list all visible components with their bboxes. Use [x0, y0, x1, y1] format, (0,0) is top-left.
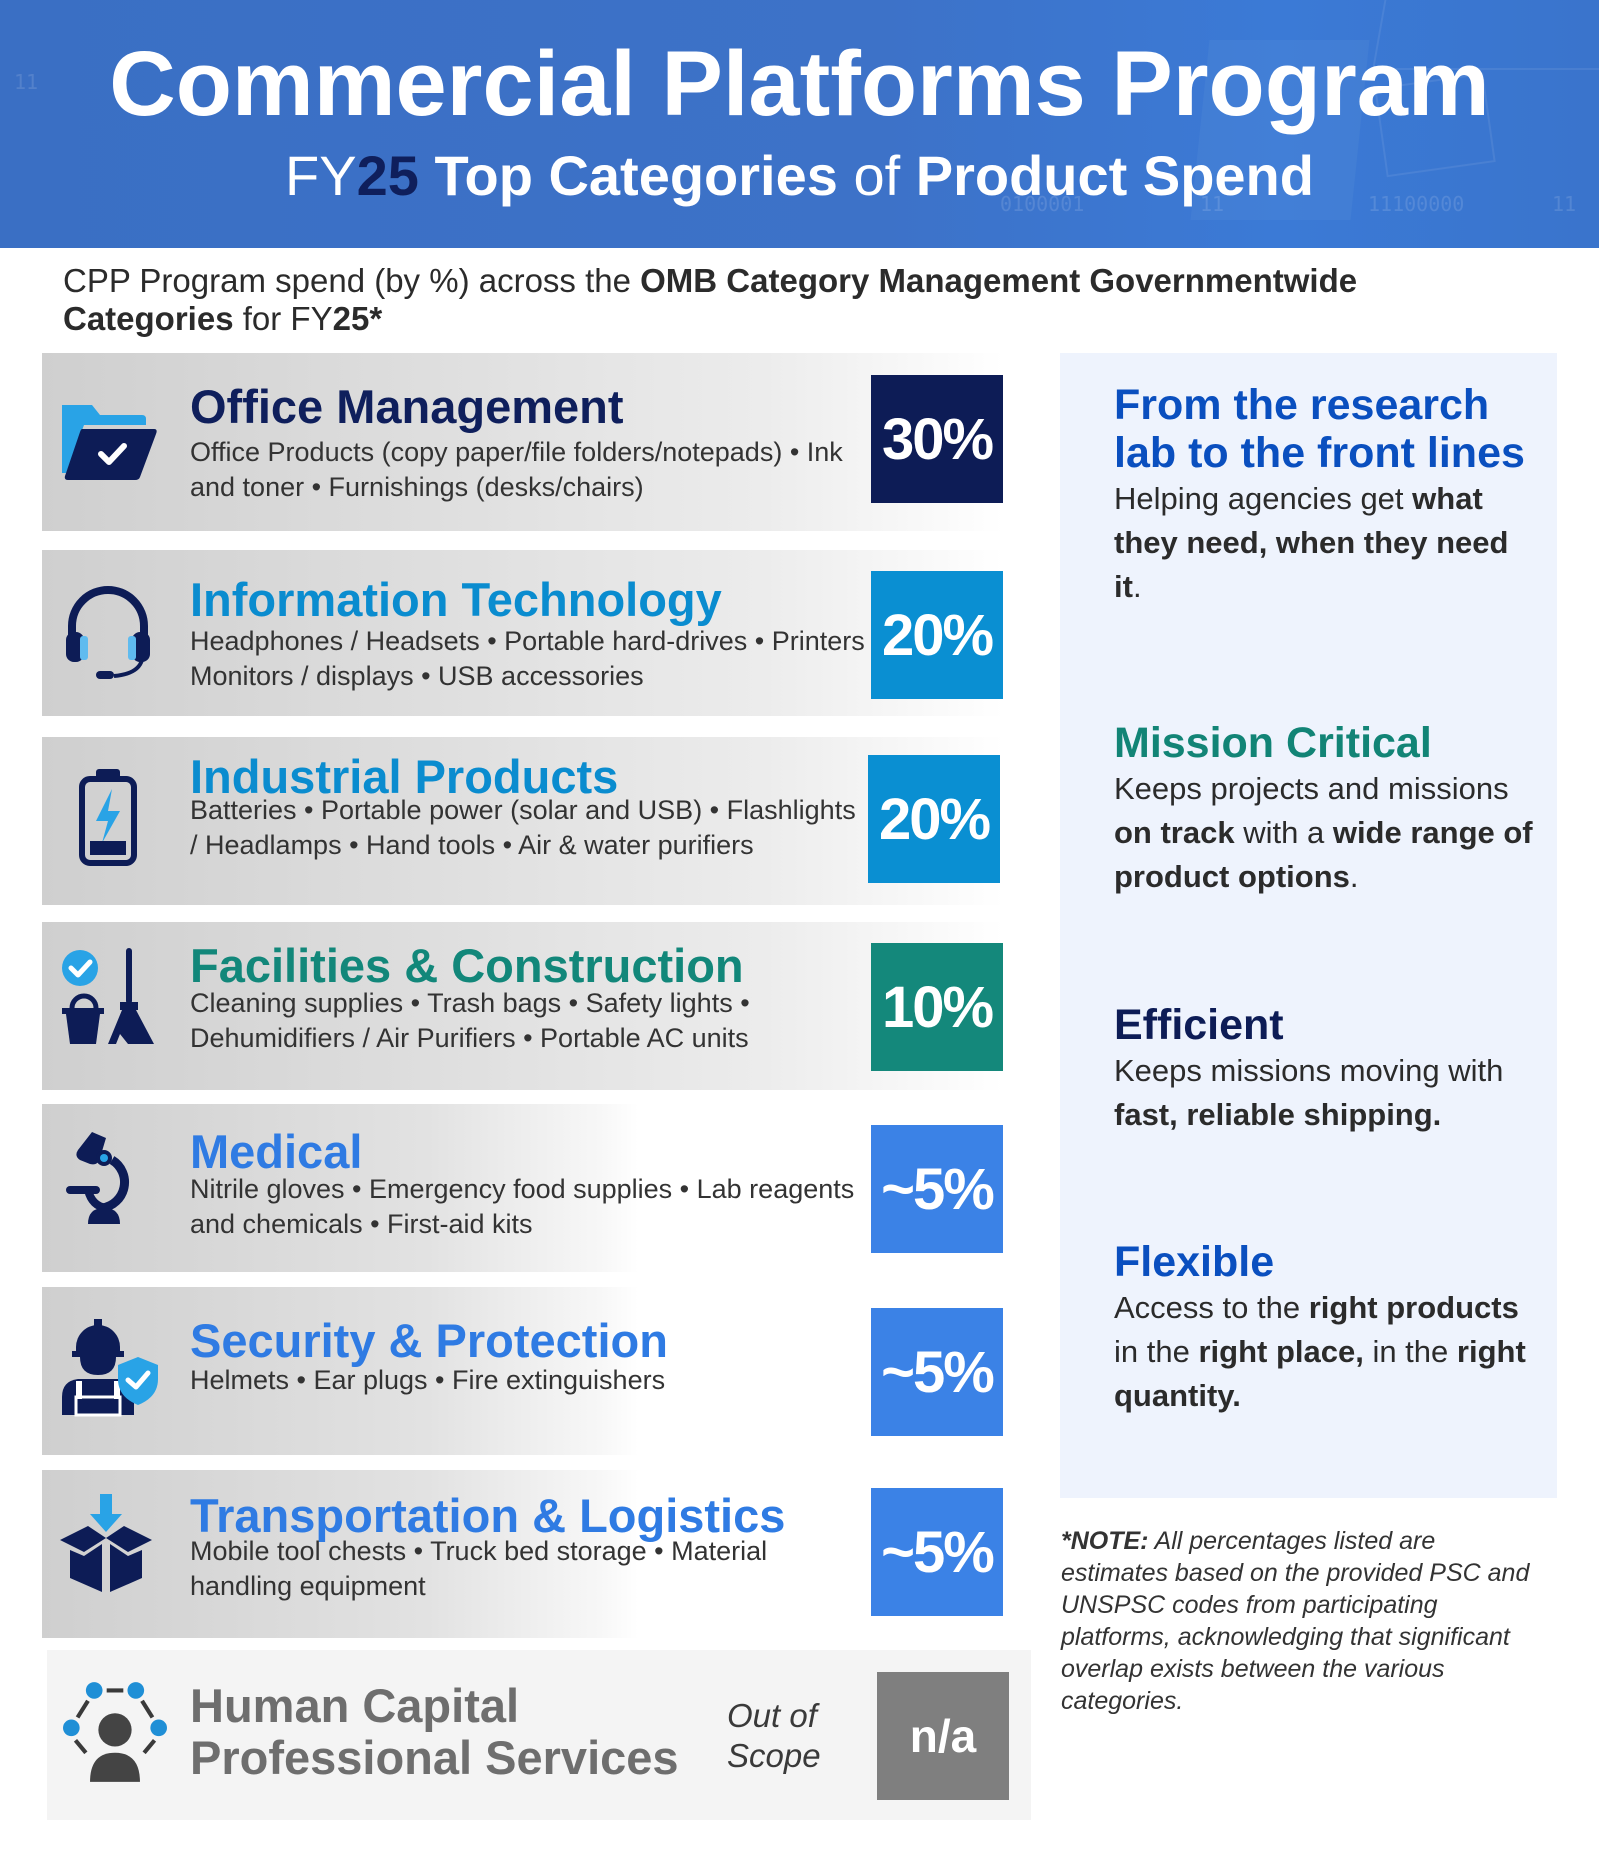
- percent-badge: ~5%: [871, 1488, 1003, 1616]
- benefit-text: in the: [1363, 1334, 1457, 1369]
- benefit-body: Access to the right products in the righ…: [1114, 1286, 1544, 1418]
- people-network-icon: [63, 1680, 167, 1784]
- benefit-emphasis: on track: [1114, 815, 1235, 850]
- header-banner: 11 0100001 11 11100000 11 Commercial Pla…: [0, 0, 1599, 248]
- benefit-body: Helping agencies get what they need, whe…: [1114, 477, 1544, 609]
- benefit-emphasis: what they need, when they need it: [1114, 481, 1509, 604]
- percent-badge: 20%: [868, 755, 1000, 883]
- benefit-block: Flexible Access to the right products in…: [1114, 1238, 1544, 1418]
- category-row-information-technology: Information Technology Headphones / Head…: [42, 550, 1004, 716]
- footnote: *NOTE: All percentages listed are estima…: [1061, 1525, 1531, 1717]
- category-description: Batteries • Portable power (solar and US…: [190, 795, 856, 860]
- benefit-text: Helping agencies get: [1114, 481, 1413, 516]
- intro-bold: OMB Category Management Governmentwide C…: [63, 262, 1358, 337]
- page-subtitle: FY25 Top Categories of Product Spend: [0, 148, 1599, 204]
- percent-badge: ~5%: [871, 1308, 1003, 1436]
- category-title: Medical: [190, 1125, 363, 1178]
- footnote-label: *NOTE:: [1061, 1527, 1149, 1555]
- intro-text: CPP Program spend (by %) across the OMB …: [63, 262, 1523, 338]
- benefit-body: Keeps missions moving with fast, reliabl…: [1114, 1049, 1544, 1137]
- box-download-icon: [58, 1494, 158, 1594]
- benefit-heading: Mission Critical: [1114, 719, 1432, 767]
- banner-binary-text: 11: [1200, 192, 1225, 216]
- hc-title-line: Professional Services: [190, 1731, 679, 1784]
- category-description: Headphones / Headsets • Portable hard-dr…: [190, 626, 865, 691]
- banner-binary-text: 11: [1552, 192, 1577, 216]
- benefit-heading: Efficient: [1114, 1001, 1284, 1049]
- category-description: Nitrile gloves • Emergency food supplies…: [190, 1174, 855, 1239]
- battery-icon: [58, 767, 158, 867]
- intro-plain: for FY: [233, 300, 333, 337]
- category-description: Cleaning supplies • Trash bags • Safety …: [190, 988, 750, 1053]
- subtitle-part1: Top Categories: [418, 144, 854, 207]
- category-description: Helmets • Ear plugs • Fire extinguishers: [190, 1365, 666, 1395]
- footnote-text: All percentages listed are estimates bas…: [1061, 1527, 1530, 1715]
- banner-binary-text: 11: [14, 70, 39, 94]
- benefit-emphasis: fast, reliable shipping.: [1114, 1097, 1442, 1132]
- category-title: Industrial Products: [190, 750, 619, 803]
- out-of-scope-label: Out of Scope: [727, 1696, 821, 1776]
- microscope-icon: [58, 1128, 158, 1228]
- intro-plain: CPP Program spend (by %) across the: [63, 262, 641, 299]
- benefit-heading: Flexible: [1114, 1238, 1275, 1286]
- subtitle-fy: FY: [285, 144, 357, 207]
- benefit-block: Mission Critical Keeps projects and miss…: [1114, 719, 1544, 899]
- category-title: Human Capital Professional Services: [190, 1680, 679, 1784]
- benefit-block: Efficient Keeps missions moving with fas…: [1114, 1001, 1544, 1137]
- category-row-office-management: Office Management Office Products (copy …: [42, 353, 1004, 531]
- benefit-text: .: [1349, 859, 1359, 894]
- benefit-text: in the: [1114, 1334, 1199, 1369]
- category-row-security-protection: Security & Protection Helmets • Ear plug…: [42, 1287, 1004, 1455]
- headset-icon: [58, 580, 158, 680]
- intro-bold: 25: [332, 300, 370, 337]
- category-row-facilities-construction: Facilities & Construction Cleaning suppl…: [42, 922, 1004, 1090]
- category-row-industrial-products: Industrial Products Batteries • Portable…: [42, 737, 1004, 905]
- intro-asterisk: *: [369, 300, 383, 337]
- benefit-emphasis: right products: [1308, 1290, 1519, 1325]
- category-description: Office Products (copy paper/file folders…: [190, 437, 843, 502]
- benefit-text: .: [1132, 569, 1142, 604]
- cleaning-supplies-icon: [58, 946, 158, 1046]
- subtitle-of: of: [853, 144, 901, 207]
- banner-binary-text: 11100000: [1368, 192, 1465, 216]
- benefit-text: Access to the: [1114, 1290, 1309, 1325]
- benefit-text: Keeps projects and missions: [1114, 771, 1509, 806]
- benefit-heading: From the research lab to the front lines: [1114, 381, 1525, 477]
- benefit-text: with a: [1234, 815, 1333, 850]
- worker-shield-icon: [58, 1317, 158, 1417]
- percent-badge: 10%: [871, 943, 1003, 1071]
- scope-line: Out of: [727, 1697, 817, 1734]
- benefit-emphasis: right place,: [1198, 1334, 1364, 1369]
- category-title: Facilities & Construction: [190, 939, 744, 992]
- category-row-medical: Medical Nitrile gloves • Emergency food …: [42, 1104, 1004, 1272]
- percent-badge: 20%: [871, 571, 1003, 699]
- percent-badge: ~5%: [871, 1125, 1003, 1253]
- banner-binary-text: 0100001: [1000, 192, 1085, 216]
- benefit-body: Keeps projects and missions on track wit…: [1114, 767, 1544, 899]
- category-row-transportation-logistics: Transportation & Logistics Mobile tool c…: [42, 1470, 1004, 1638]
- subtitle-part2: Product Spend: [900, 144, 1314, 207]
- na-badge: n/a: [877, 1672, 1009, 1800]
- category-description: Mobile tool chests • Truck bed storage •…: [190, 1536, 768, 1601]
- category-row-human-capital: Human Capital Professional Services Out …: [47, 1650, 1031, 1820]
- benefit-block: From the research lab to the front lines…: [1114, 381, 1544, 609]
- scope-line: Scope: [727, 1737, 821, 1774]
- benefits-panel: From the research lab to the front lines…: [1060, 353, 1557, 1498]
- category-title: Information Technology: [190, 573, 722, 626]
- benefit-text: Keeps missions moving with: [1114, 1053, 1504, 1088]
- percent-badge: 30%: [871, 375, 1003, 503]
- category-title: Security & Protection: [190, 1314, 668, 1367]
- benefit-emphasis: right quantity.: [1114, 1334, 1526, 1413]
- page-title: Commercial Platforms Program: [109, 33, 1490, 135]
- benefit-emphasis: wide range of product options: [1114, 815, 1533, 894]
- subtitle-year: 25: [356, 144, 419, 207]
- folder-check-icon: [58, 391, 158, 491]
- hc-title-line: Human Capital: [190, 1679, 520, 1732]
- category-title: Office Management: [190, 380, 624, 433]
- category-title: Transportation & Logistics: [190, 1489, 786, 1542]
